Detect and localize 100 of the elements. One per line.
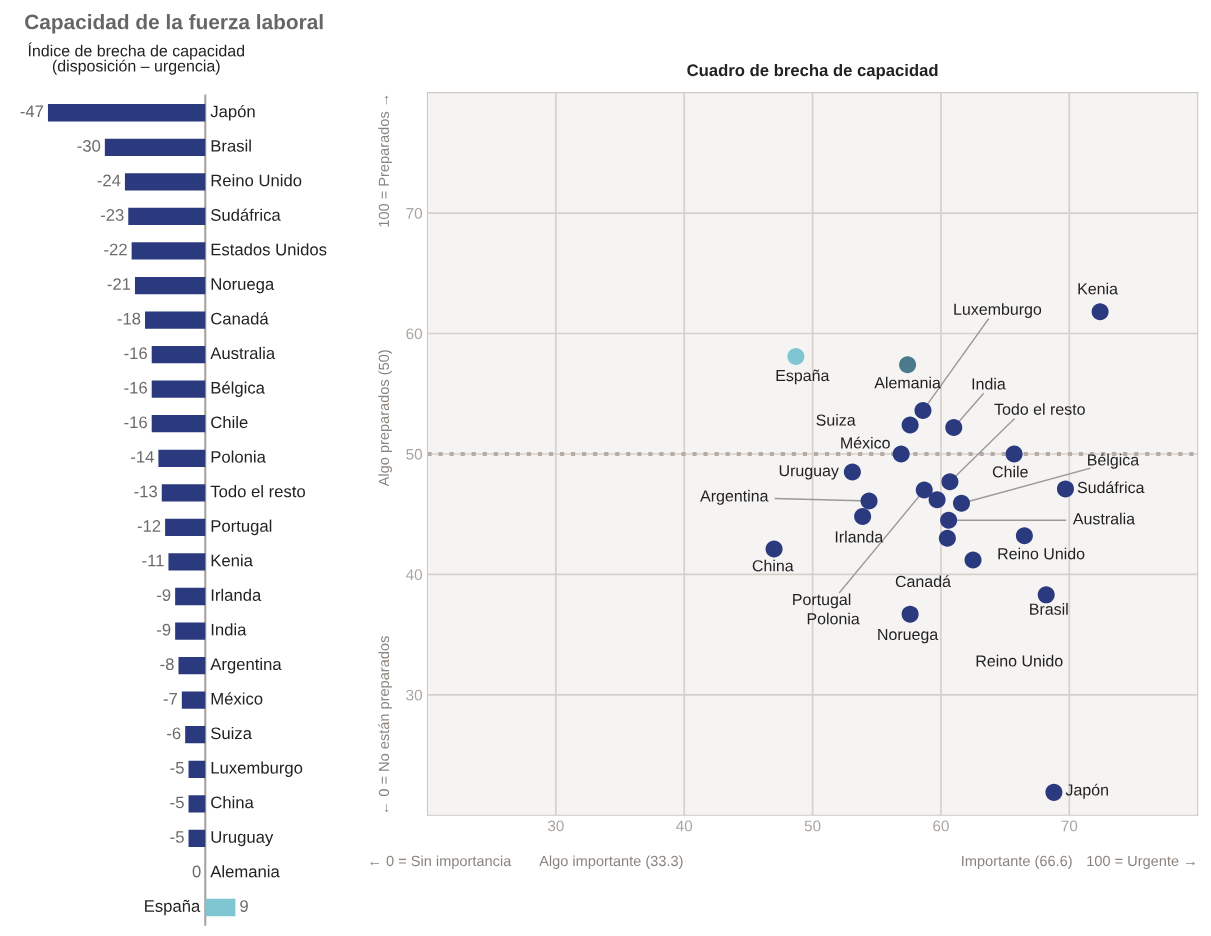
annotation: Sudáfrica — [1077, 481, 1145, 494]
y-tick-label: Suiza — [211, 726, 252, 740]
point — [952, 494, 970, 512]
annotation: Reino Unido — [998, 547, 1085, 560]
text: 100 = Urgente → — [1087, 855, 1195, 870]
y-tick-label: China — [211, 796, 254, 809]
y-tick-label: 60 — [406, 328, 423, 340]
y-tick-label: Kenia — [211, 554, 253, 567]
annotation: Todo el resto — [994, 403, 1085, 415]
data-label: -6 — [167, 727, 181, 740]
point — [765, 540, 783, 558]
point — [899, 356, 917, 374]
data-label: -9 — [157, 589, 171, 601]
point — [941, 473, 959, 491]
y-tick-label: Sudáfrica — [211, 208, 281, 221]
point — [860, 492, 878, 510]
x-tick-label: 50 — [804, 820, 821, 832]
data-label: -13 — [134, 485, 157, 498]
point — [914, 402, 932, 420]
annotation: Suiza — [816, 414, 856, 426]
text: Algo importante (33.3) — [539, 855, 683, 870]
annotation: España — [776, 369, 830, 385]
y-tick-label: Australia — [210, 346, 276, 360]
text: 100 = Preparados → — [378, 95, 392, 227]
annotation: Chile — [992, 465, 1028, 478]
y-tick-label: Bélgica — [211, 381, 265, 398]
data-label: -21 — [107, 278, 131, 290]
data-label: -30 — [77, 139, 101, 152]
data-label: -16 — [124, 416, 147, 429]
point — [1005, 445, 1023, 463]
point — [945, 418, 963, 436]
annotation: Polonia — [807, 612, 860, 625]
point — [787, 347, 805, 365]
y-tick-label: 40 — [405, 569, 423, 581]
point — [1015, 527, 1033, 545]
chart-title: Cuadro de brecha de capacidad — [687, 63, 938, 80]
y-tick-label: Irlanda — [211, 588, 262, 601]
point — [1091, 303, 1109, 321]
point — [1045, 783, 1063, 801]
chart-subtitle: Índice de brecha de capacidad (disposición – urgencia) — [28, 42, 245, 75]
point — [901, 605, 919, 623]
x-tick-label: 70 — [1061, 820, 1078, 832]
x-tick-label: 60 — [933, 820, 949, 832]
annotation: Australia — [1072, 512, 1136, 525]
data-label: -16 — [124, 381, 147, 394]
text: Algo preparados (50) — [378, 350, 392, 487]
data-label: -11 — [142, 554, 164, 567]
annotation: Brasil — [1030, 603, 1068, 615]
y-tick-label: 70 — [406, 207, 423, 219]
y-tick-label: Alemania — [210, 865, 280, 878]
point — [854, 508, 872, 526]
annotation: Japón — [1065, 783, 1108, 799]
x-tick-label: 40 — [676, 820, 693, 832]
point — [1037, 586, 1055, 604]
data-label: -9 — [157, 623, 171, 636]
point — [915, 481, 933, 499]
annotation: Noruega — [878, 628, 939, 644]
data-label: 9 — [240, 900, 248, 912]
y-tick-label: Noruega — [211, 278, 275, 294]
annotation: Bélgica — [1088, 453, 1140, 469]
annotation: Luxemburgo — [954, 303, 1042, 319]
y-tick-label: México — [211, 692, 263, 705]
data-label: 0 — [192, 865, 201, 878]
y-tick-label: Portugal — [211, 519, 272, 536]
text: ← 0 = No están preparados — [378, 636, 392, 813]
y-tick-label: 50 — [406, 448, 423, 460]
annotation: China — [752, 559, 794, 572]
text: Importante (66.6) — [962, 855, 1072, 870]
y-tick-label: Polonia — [211, 450, 266, 463]
data-label: -5 — [170, 762, 184, 774]
y-tick-label: Brasil — [211, 139, 251, 152]
y-tick-label: Luxemburgo — [211, 761, 303, 778]
y-tick-label: 30 — [406, 689, 423, 701]
annotation: Irlanda — [835, 530, 884, 543]
data-label: -24 — [97, 174, 121, 187]
y-tick-label: Argentina — [210, 657, 282, 674]
x-tick-label: 30 — [547, 820, 564, 832]
point — [940, 511, 958, 529]
annotation: Canadá — [895, 575, 951, 588]
annotation: Alemania — [874, 376, 941, 389]
annotation: Kenia — [1078, 282, 1118, 295]
chart-title: Capacidad de la fuerza laboral — [25, 14, 323, 34]
y-tick-label: Reino Unido — [211, 174, 302, 187]
point — [843, 463, 861, 481]
annotation: India — [972, 377, 1006, 390]
text: ← 0 = Sin importancia — [370, 855, 512, 870]
point — [901, 416, 919, 434]
data-label: -7 — [163, 693, 177, 705]
data-label: -5 — [170, 831, 184, 843]
data-label: -5 — [170, 796, 184, 809]
data-label: -8 — [160, 658, 174, 671]
annotation: Uruguay — [779, 465, 839, 480]
point — [928, 491, 946, 509]
y-tick-label: Uruguay — [211, 831, 274, 847]
y-tick-label: Todo el resto — [210, 485, 305, 498]
point — [938, 529, 956, 547]
y-tick-label: Japón — [210, 104, 255, 121]
annotation: Portugal — [793, 593, 851, 609]
data-label: -16 — [124, 347, 147, 360]
data-label: -18 — [117, 312, 141, 325]
